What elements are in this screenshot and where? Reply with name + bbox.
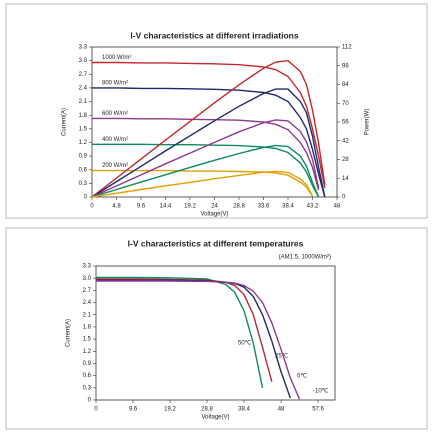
y-tick-label: 0 xyxy=(88,398,92,404)
plot-area xyxy=(95,265,336,401)
y-tick-label: 1.8 xyxy=(83,324,92,330)
x-tick-label: 9.6 xyxy=(137,204,146,210)
series-line xyxy=(92,87,326,198)
x-tick-label: 19.2 xyxy=(184,204,196,210)
y-tick-label: 2.7 xyxy=(79,72,88,78)
series-label: 0℃ xyxy=(297,374,307,380)
y-tick-label: 3.3 xyxy=(83,264,92,270)
chart-subtitle: (AM1.5, 1000W/m²) xyxy=(279,255,331,261)
y-tick-label: 0 xyxy=(84,195,88,201)
y-tick-label: 1.5 xyxy=(79,126,88,132)
y-tick-label: 0.3 xyxy=(79,181,88,187)
x-tick-label: 38.4 xyxy=(282,204,294,210)
panel xyxy=(5,3,428,219)
y-tick-label: 2.1 xyxy=(79,99,88,105)
x-tick-label: 43.2 xyxy=(307,204,319,210)
x-tick-label: 4.8 xyxy=(112,204,121,210)
panel xyxy=(5,227,428,430)
y-axis-label: Current(A) xyxy=(66,319,72,347)
y-axis-label: Current(A) xyxy=(62,108,68,136)
series-label: 200 W/m² xyxy=(102,163,128,169)
y-tick-label: 0.3 xyxy=(83,385,92,391)
series-line xyxy=(91,170,314,198)
series-label: -10℃ xyxy=(313,389,329,395)
y2-tick-label: 98 xyxy=(342,63,349,69)
y2-tick-label: 14 xyxy=(342,176,349,182)
x-tick-label: 0 xyxy=(90,204,94,210)
series-line xyxy=(96,279,291,399)
y2-axis-label: Power(W) xyxy=(365,109,371,136)
x-tick-label: 48 xyxy=(278,407,285,413)
y2-tick-label: 28 xyxy=(342,157,349,163)
y-tick-label: 3.0 xyxy=(83,276,92,282)
y-tick-label: 2.7 xyxy=(83,288,92,294)
y-tick-label: 2.1 xyxy=(83,312,92,318)
y2-tick-label: 56 xyxy=(342,120,349,126)
x-axis-label: Voltage(V) xyxy=(200,212,228,218)
x-axis-label: Voltage(V) xyxy=(201,415,229,421)
chart-title: I-V characteristics at different irradia… xyxy=(130,30,298,40)
x-tick-label: 57.6 xyxy=(312,407,324,413)
series-line xyxy=(92,117,320,191)
y-tick-label: 2.4 xyxy=(79,85,88,91)
x-tick-label: 9.6 xyxy=(129,407,138,413)
series-label: 50℃ xyxy=(238,341,252,347)
series-label: 1000 W/m² xyxy=(102,55,131,61)
y-tick-label: 0.9 xyxy=(83,361,92,367)
y-tick-label: 0.6 xyxy=(83,373,92,379)
series-line xyxy=(96,280,301,400)
series-label: 800 W/m² xyxy=(102,80,128,86)
series-line xyxy=(91,59,326,198)
x-tick-label: 28.8 xyxy=(233,204,245,210)
x-tick-label: 48 xyxy=(334,204,341,210)
series-label: 400 W/m² xyxy=(102,137,128,143)
series-line xyxy=(92,169,314,197)
series-line xyxy=(92,143,320,198)
y-tick-label: 1.2 xyxy=(83,349,92,355)
x-tick-label: 28.8 xyxy=(201,407,213,413)
x-tick-label: 24 xyxy=(211,204,218,210)
series-line xyxy=(91,119,320,198)
y-tick-label: 3.0 xyxy=(79,58,88,64)
x-tick-label: 0 xyxy=(94,407,98,413)
y-tick-label: 1.8 xyxy=(79,113,88,119)
y-tick-label: 1.5 xyxy=(83,337,92,343)
y2-tick-label: 70 xyxy=(342,101,349,107)
y-tick-label: 0.6 xyxy=(79,167,88,173)
series-line xyxy=(96,278,273,382)
series-line xyxy=(91,88,326,198)
x-tick-label: 14.4 xyxy=(160,204,172,210)
y2-tick-label: 84 xyxy=(342,82,349,88)
series-label: 25℃ xyxy=(275,354,289,360)
y-tick-label: 1.2 xyxy=(79,140,88,146)
x-tick-label: 33.6 xyxy=(258,204,270,210)
chart-title: I-V characteristics at different tempera… xyxy=(128,238,304,248)
series-label: 600 W/m² xyxy=(102,111,128,117)
y2-tick-label: 42 xyxy=(342,138,349,144)
series-line xyxy=(92,61,326,189)
series-line xyxy=(91,144,320,198)
x-tick-label: 38.4 xyxy=(238,407,250,413)
y-tick-label: 0.9 xyxy=(79,154,88,160)
y2-tick-label: 112 xyxy=(342,45,352,51)
y-tick-label: 3.3 xyxy=(79,45,88,51)
y2-tick-label: 0 xyxy=(342,195,346,201)
y-tick-label: 2.4 xyxy=(83,300,92,306)
series-line xyxy=(96,276,264,388)
x-tick-label: 19.2 xyxy=(164,407,176,413)
